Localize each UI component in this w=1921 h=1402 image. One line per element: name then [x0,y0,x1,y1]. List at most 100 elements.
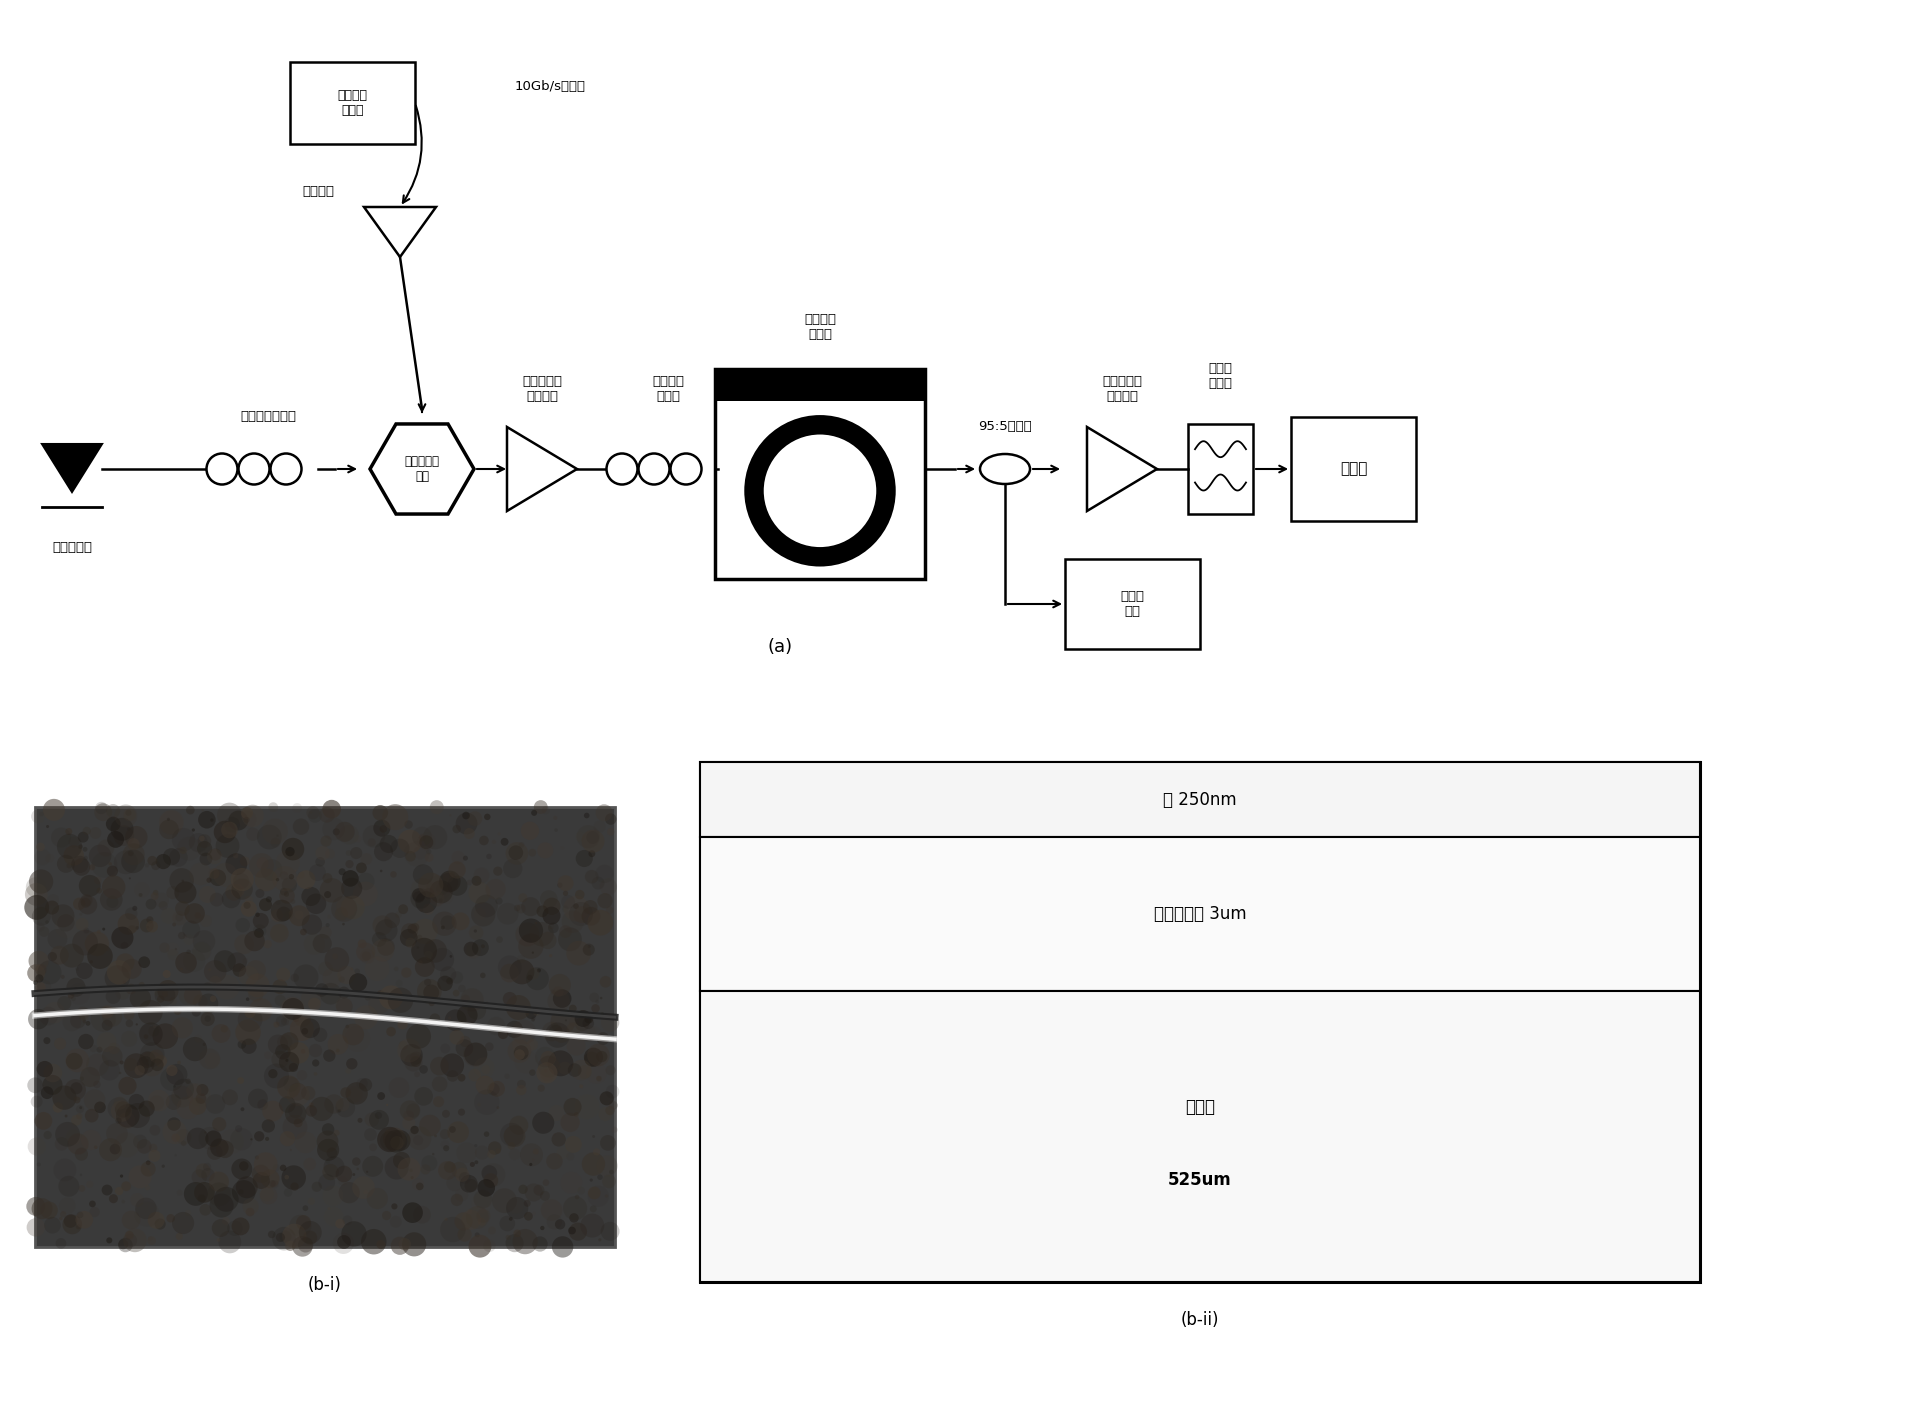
Circle shape [225,854,248,875]
Circle shape [73,930,98,955]
Circle shape [542,1022,561,1042]
Circle shape [519,843,524,848]
Text: 525um: 525um [1168,1171,1231,1189]
Circle shape [455,1189,469,1202]
Circle shape [98,840,115,857]
Circle shape [86,1053,109,1077]
Circle shape [584,1015,594,1023]
Circle shape [476,1209,490,1223]
Circle shape [513,1046,528,1060]
Circle shape [284,1103,307,1124]
Circle shape [61,1214,83,1234]
Circle shape [192,1008,202,1016]
Circle shape [211,1023,231,1043]
Circle shape [294,869,296,872]
Circle shape [207,1182,231,1206]
Circle shape [257,858,269,869]
Circle shape [198,834,211,848]
Circle shape [198,1127,221,1150]
Circle shape [592,1136,596,1138]
Circle shape [551,990,555,994]
Circle shape [131,987,152,1009]
Circle shape [294,910,304,920]
Circle shape [419,1115,440,1136]
Circle shape [323,1123,334,1136]
Circle shape [286,1059,288,1061]
Circle shape [234,934,254,955]
Circle shape [133,906,136,911]
Circle shape [398,904,407,914]
Circle shape [96,930,100,934]
Circle shape [382,1211,392,1220]
Circle shape [136,1056,154,1074]
Circle shape [171,1134,181,1143]
Circle shape [79,875,100,897]
Circle shape [484,1131,490,1137]
Circle shape [36,1061,54,1077]
Circle shape [127,838,140,850]
Circle shape [390,1136,403,1150]
Circle shape [194,1035,202,1043]
Circle shape [261,859,282,880]
Circle shape [411,923,419,931]
Circle shape [85,931,109,956]
Circle shape [476,1103,480,1106]
Circle shape [44,900,60,914]
Circle shape [125,810,131,816]
Circle shape [113,851,138,875]
Circle shape [294,965,319,990]
Circle shape [79,1106,83,1109]
Polygon shape [42,444,102,492]
Circle shape [369,993,390,1015]
Circle shape [280,1165,286,1171]
Circle shape [440,1053,465,1077]
Circle shape [582,830,605,852]
Circle shape [473,939,488,956]
Circle shape [574,1112,578,1117]
Circle shape [246,827,259,841]
Bar [1064,559,1201,649]
Circle shape [499,963,519,983]
Circle shape [144,1035,148,1039]
Circle shape [60,944,85,967]
Circle shape [582,1152,605,1176]
Circle shape [271,838,280,847]
Circle shape [25,883,48,906]
Circle shape [584,813,590,819]
Circle shape [159,1067,184,1091]
Circle shape [123,1053,148,1078]
Circle shape [307,809,323,823]
Circle shape [38,812,44,816]
Circle shape [540,1068,555,1082]
Circle shape [411,938,436,963]
Circle shape [240,857,250,866]
Circle shape [279,1096,296,1113]
Circle shape [526,967,549,990]
Circle shape [161,991,167,997]
Circle shape [498,903,519,924]
Circle shape [569,901,594,927]
Circle shape [236,1077,244,1084]
Circle shape [542,806,549,815]
Circle shape [401,1203,423,1223]
Circle shape [125,907,138,920]
Circle shape [25,878,46,897]
Circle shape [592,1004,599,1012]
Circle shape [574,890,584,899]
Circle shape [342,1221,367,1246]
Circle shape [438,976,453,991]
Circle shape [129,850,134,857]
Circle shape [79,913,83,916]
Circle shape [290,1182,300,1190]
Circle shape [415,1087,432,1106]
Circle shape [451,851,465,864]
Circle shape [96,1047,102,1053]
Circle shape [63,1214,77,1228]
Circle shape [50,946,69,965]
Circle shape [317,1138,340,1161]
Circle shape [38,1007,58,1025]
Circle shape [569,1223,588,1241]
Circle shape [196,1094,206,1103]
Circle shape [315,857,325,866]
Circle shape [88,864,96,871]
